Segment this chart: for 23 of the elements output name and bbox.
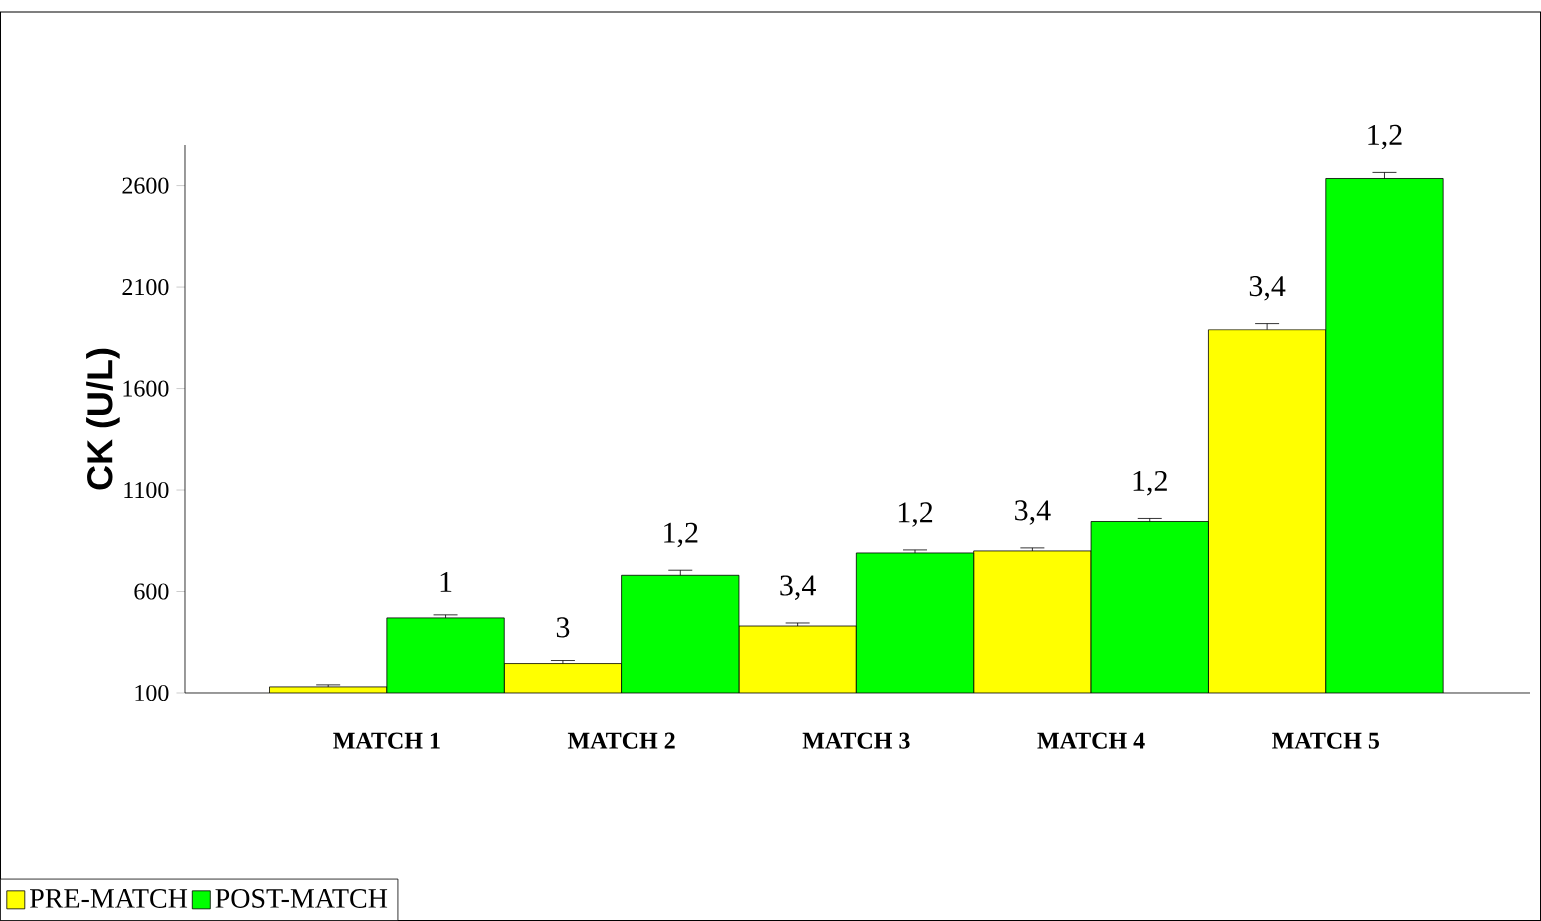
annotation: 3,4 (1015, 500, 1051, 525)
annotation: 3 (556, 617, 570, 638)
legend-label: POST-MATCH (215, 889, 388, 908)
x-tick-label: MATCH 2 (567, 732, 675, 749)
y-tick-label: 1100 (124, 481, 169, 499)
annotation: 1,2 (1133, 470, 1167, 496)
y-tick-label: 2100 (122, 278, 169, 296)
y-tick-label: 2600 (122, 177, 169, 194)
annotation: 1,2 (664, 522, 698, 548)
annotation: 1,2 (1368, 124, 1402, 150)
annotation: 1,2 (898, 502, 933, 527)
x-tick-label: MATCH 1 (333, 732, 440, 749)
y-tick-label: 1600 (123, 380, 169, 397)
annotation: 3,4 (780, 575, 816, 600)
y-axis-title: CK (U/L) (86, 348, 120, 490)
y-tick-label: 600 (134, 583, 169, 600)
x-tick-label: MATCH 3 (802, 732, 910, 749)
x-tick-label: MATCH 4 (1037, 732, 1145, 749)
annotation: 3,4 (1249, 276, 1286, 301)
annotation: 1 (440, 572, 452, 592)
x-tick-label: MATCH 5 (1272, 732, 1379, 749)
y-tick-label: 100 (135, 684, 169, 702)
legend-label: PRE-MATCH (30, 889, 188, 908)
